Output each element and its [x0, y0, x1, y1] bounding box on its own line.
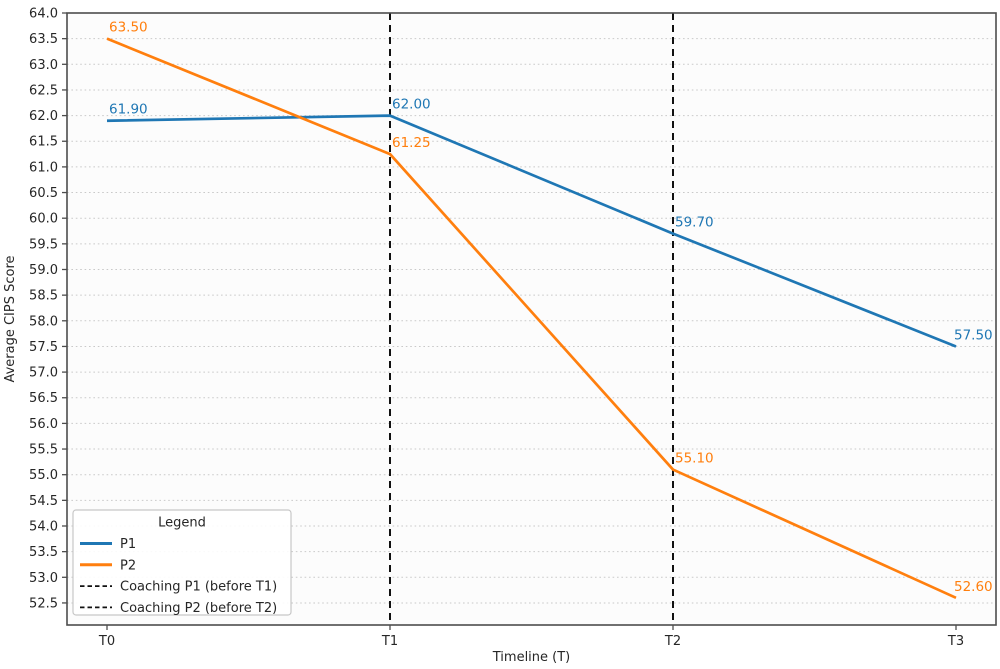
series-line-p2	[106, 37, 957, 600]
legend-title: Legend	[158, 516, 206, 531]
y-tick-label: 52.5	[29, 596, 58, 611]
series-line-p1	[106, 114, 957, 348]
y-tick-label: 53.5	[29, 545, 58, 560]
point-label-p2-t2: 55.10	[675, 451, 714, 467]
y-axis-label: Average CIPS Score	[3, 255, 18, 382]
y-tick-label: 56.0	[29, 417, 58, 432]
legend-box	[72, 509, 292, 616]
y-tick-label: 59.5	[29, 237, 58, 252]
y-tick-label: 62.0	[29, 109, 58, 124]
point-label-p1-t0: 61.90	[109, 102, 148, 118]
y-tick-label: 59.0	[29, 263, 58, 278]
point-label-p1-t2: 59.70	[675, 215, 714, 231]
plot-border	[66, 12, 997, 626]
legend-label-4: Coaching P2 (before T2)	[120, 601, 277, 616]
point-label-p1-t1: 62.00	[392, 97, 431, 113]
y-tick-label: 62.5	[29, 83, 58, 98]
x-tick-label: T1	[381, 634, 398, 649]
y-tick-label: 64.0	[29, 7, 58, 22]
y-tick-label: 56.5	[29, 391, 58, 406]
legend-label-3: Coaching P1 (before T1)	[120, 580, 277, 595]
legend-label-1: P1	[120, 537, 136, 552]
y-tick-label: 55.0	[29, 468, 58, 483]
point-label-p2-t3: 52.60	[954, 579, 993, 595]
y-tick-label: 58.5	[29, 289, 58, 304]
x-tick-label: T0	[98, 634, 115, 649]
y-tick-label: 54.0	[29, 519, 58, 534]
y-tick-label: 57.5	[29, 340, 58, 355]
y-tick-label: 60.5	[29, 186, 58, 201]
y-tick-label: 55.5	[29, 443, 58, 458]
y-tick-label: 63.5	[29, 32, 58, 47]
y-tick-label: 58.0	[29, 314, 58, 329]
legend-label-2: P2	[120, 558, 136, 573]
x-axis-label: Timeline (T)	[492, 650, 571, 665]
y-tick-label: 63.0	[29, 58, 58, 73]
x-tick-label: T3	[947, 634, 964, 649]
point-label-p2-t0: 63.50	[109, 20, 148, 36]
y-tick-label: 61.5	[29, 135, 58, 150]
x-tick-label: T2	[664, 634, 681, 649]
point-label-p2-t1: 61.25	[392, 135, 431, 151]
y-tick-label: 60.0	[29, 212, 58, 227]
point-label-p1-t3: 57.50	[954, 327, 993, 343]
y-tick-label: 57.0	[29, 366, 58, 381]
y-tick-label: 61.0	[29, 160, 58, 175]
y-tick-label: 54.5	[29, 494, 58, 509]
y-tick-label: 53.0	[29, 571, 58, 586]
